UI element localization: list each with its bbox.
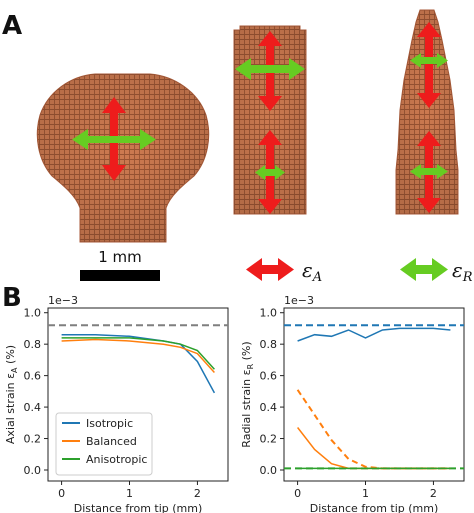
bulb-radial-arrow [72,129,156,150]
series-line-balanced [296,389,451,470]
legend-entry: Balanced [86,435,137,448]
legend: Isotropic Balanced Anisotropic [55,412,153,476]
y-tick-label: 0.6 [260,370,278,383]
radial-strain-key-label: εR [452,258,473,285]
series-line-balanced [61,338,215,374]
x-axis-label: Distance from tip (mm) [74,502,203,513]
taper-radial-arrow-bottom [410,164,448,179]
legend-entry: Anisotropic [86,453,147,466]
scale-bar-label: 1 mm [98,248,142,266]
column-radial-arrow-bottom [255,165,285,180]
x-tick-label: 2 [430,487,437,500]
legend-entry: Isotropic [86,417,133,430]
x-tick-label: 0 [58,487,65,500]
series-line-isotropic [61,333,216,394]
series-line-isotropic [297,327,451,342]
x-tick-label: 2 [194,487,201,500]
y-axis-label: Axial strain εA (%) [4,345,19,444]
y-tick-label: 0.8 [260,338,278,351]
radial-strain-chart: 0.0 0.2 0.4 0.6 0.8 1.0 0 1 2 1e−3 Distance from t… [240,294,465,513]
series-line-anisotropic [61,337,215,370]
x-axis-label: Distance from tip (mm) [310,502,439,513]
y-multiplier: 1e−3 [48,294,78,307]
taper-axial-arrow-top [417,22,441,108]
y-tick-label: 0.0 [260,464,278,477]
y-multiplier: 1e−3 [284,294,314,307]
x-tick-label: 1 [126,487,133,500]
axial-strain-chart: 0.0 0.2 0.4 0.6 0.8 1.0 0 1 2 1e−3 Distance from t… [4,294,229,513]
y-tick-label: 1.0 [260,307,278,320]
y-tick-label: 0.8 [24,338,42,351]
axial-strain-key-label: εA [302,258,322,285]
tissue-bulb [36,73,210,243]
plot-frame [283,307,465,482]
y-tick-label: 1.0 [24,307,42,320]
x-tick-label: 0 [294,487,301,500]
y-tick-label: 0.0 [24,464,42,477]
column-radial-arrow-top [235,58,305,80]
series-line-balanced [297,427,451,470]
taper-radial-arrow-top [410,53,448,68]
y-tick-label: 0.2 [24,433,42,446]
y-tick-label: 0.2 [260,433,278,446]
axial-strain-key-arrow [246,258,294,281]
x-tick-label: 1 [362,487,369,500]
y-tick-label: 0.6 [24,370,42,383]
panel-a-label: A [2,11,22,41]
scale-bar [80,270,160,281]
radial-strain-key-arrow [400,258,448,281]
panel-b-label: B [2,283,22,313]
y-tick-label: 0.4 [260,401,278,414]
y-tick-label: 0.4 [24,401,42,414]
plot-frame [47,307,229,482]
plot-area [48,324,228,394]
plot-area [284,324,464,470]
y-axis-label: Radial strain εR (%) [240,341,255,447]
